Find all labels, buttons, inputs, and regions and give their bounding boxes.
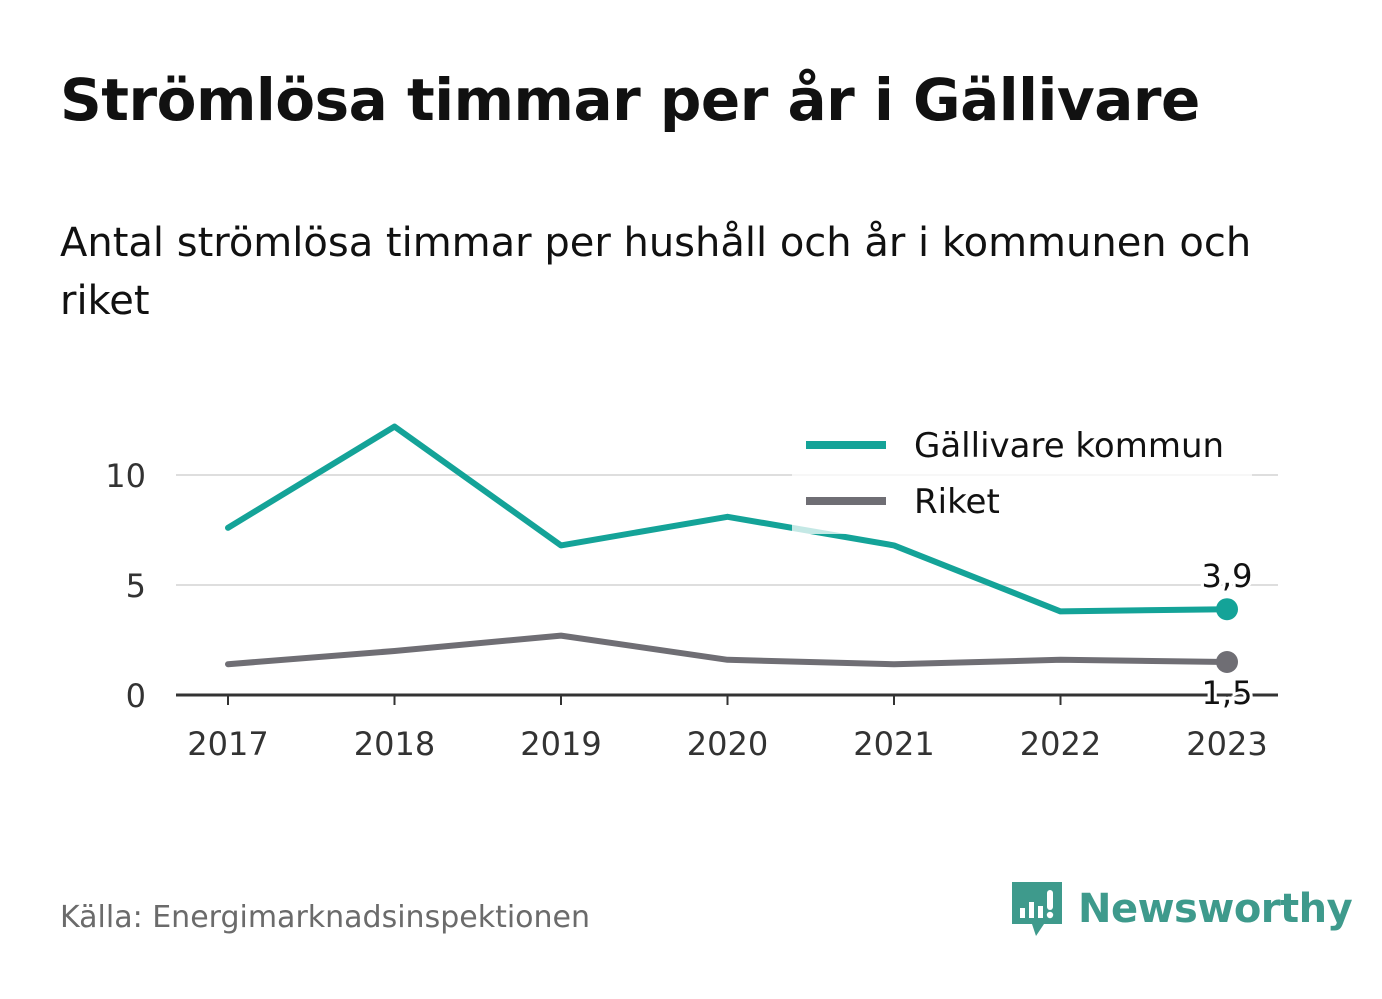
chart-subtitle: Antal strömlösa timmar per hushåll och å… — [60, 220, 1252, 324]
series-lines — [225, 423, 1238, 673]
end-value-label-1: 1,5 — [1202, 674, 1253, 712]
x-tick-label: 2023 — [1186, 725, 1267, 763]
x-tick-label: 2018 — [354, 725, 435, 763]
x-tick-label: 2019 — [520, 725, 601, 763]
legend-label-1: Riket — [914, 482, 1000, 522]
y-tick-label: 0 — [126, 677, 146, 715]
end-value-label-0: 3,9 — [1202, 557, 1253, 595]
source-note: Källa: Energimarknadsinspektionen — [60, 900, 591, 935]
series-line-0 — [225, 423, 1230, 615]
legend-background — [792, 416, 1252, 534]
y-tick-label: 5 — [126, 567, 146, 605]
brand-name: Newsworthy — [1078, 886, 1353, 932]
chart-title: Strömlösa timmar per år i Gällivare — [60, 66, 1200, 134]
x-tick-label: 2017 — [187, 725, 268, 763]
series-end-point-1 — [1216, 651, 1238, 673]
x-tick-label: 2021 — [853, 725, 934, 763]
labels: 0 5 10 2017 2018 2019 2020 2021 2022 2023 3,9 1,5 — [105, 457, 1267, 763]
series-end-point-0 — [1216, 598, 1238, 621]
legend: Gällivare kommun Riket — [792, 416, 1252, 534]
series-line-1 — [225, 632, 1230, 668]
legend-label-0: Gällivare kommun — [914, 426, 1224, 466]
x-tick-label: 2022 — [1020, 725, 1101, 763]
newsworthy-logo-icon — [1012, 882, 1062, 936]
brand-logo: Newsworthy — [1010, 878, 1353, 940]
y-tick-label: 10 — [105, 457, 146, 495]
x-tick-label: 2020 — [687, 725, 768, 763]
